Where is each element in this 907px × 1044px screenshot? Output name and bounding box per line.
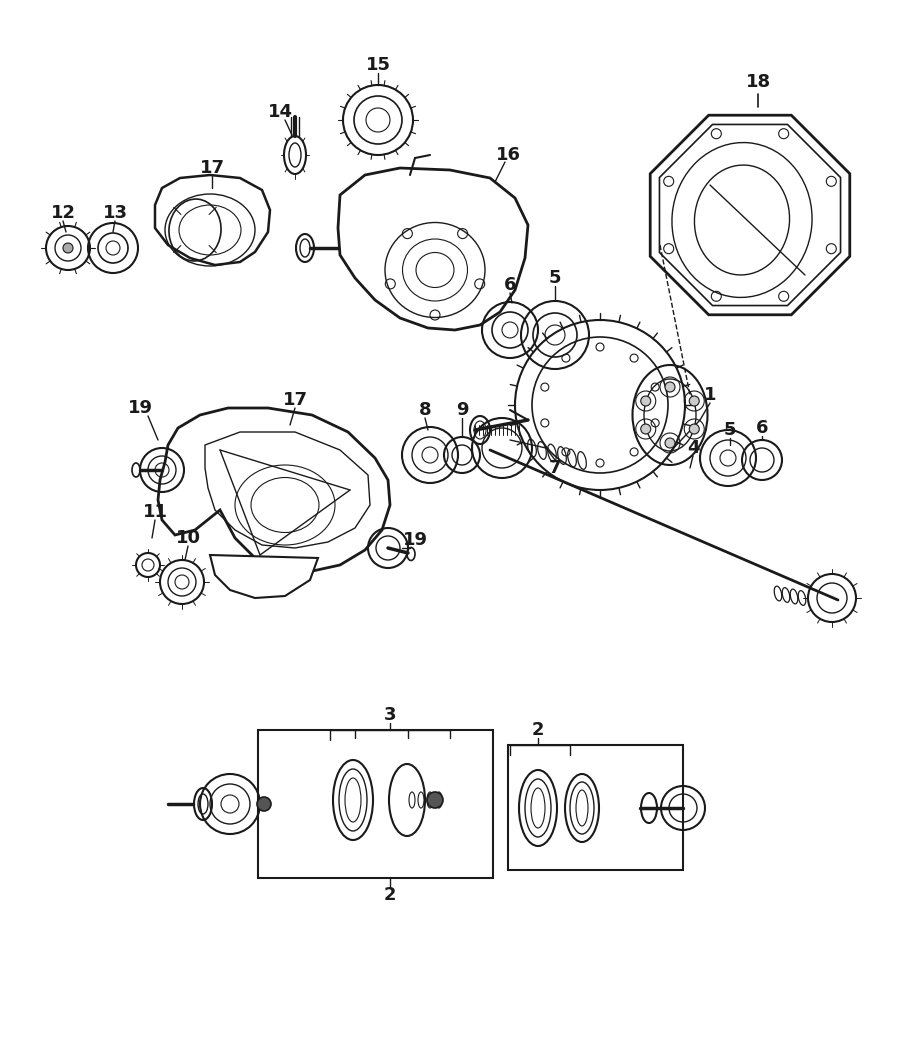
Text: 2: 2 <box>532 721 544 739</box>
Text: 3: 3 <box>384 706 396 723</box>
Bar <box>508 745 683 870</box>
Text: 12: 12 <box>51 204 75 222</box>
Polygon shape <box>155 175 270 265</box>
Text: 5: 5 <box>724 421 736 438</box>
Text: 17: 17 <box>282 392 307 409</box>
Text: 14: 14 <box>268 103 292 121</box>
Text: 13: 13 <box>102 204 128 222</box>
Text: 1: 1 <box>704 386 717 404</box>
Circle shape <box>665 438 675 448</box>
Polygon shape <box>650 115 850 315</box>
Polygon shape <box>338 168 528 330</box>
Bar <box>258 730 493 878</box>
Text: 9: 9 <box>455 401 468 419</box>
Circle shape <box>640 396 650 406</box>
Polygon shape <box>210 555 318 598</box>
Circle shape <box>427 792 443 808</box>
Circle shape <box>257 797 271 811</box>
Text: 6: 6 <box>756 419 768 437</box>
Text: 16: 16 <box>495 146 521 164</box>
Circle shape <box>665 382 675 392</box>
Circle shape <box>640 424 650 434</box>
Text: 10: 10 <box>175 529 200 547</box>
Text: 11: 11 <box>142 503 168 521</box>
Text: 6: 6 <box>503 276 516 294</box>
Text: 7: 7 <box>549 459 561 477</box>
Text: 8: 8 <box>419 401 432 419</box>
Text: 2: 2 <box>384 886 396 904</box>
Text: 15: 15 <box>366 56 391 74</box>
Text: 19: 19 <box>403 531 427 549</box>
Text: 17: 17 <box>200 159 225 177</box>
Text: 5: 5 <box>549 269 561 287</box>
Text: 18: 18 <box>746 73 771 91</box>
Circle shape <box>689 396 699 406</box>
Text: 19: 19 <box>128 399 152 417</box>
Text: 4: 4 <box>687 438 699 457</box>
Polygon shape <box>158 408 390 572</box>
Circle shape <box>63 243 73 253</box>
Circle shape <box>689 424 699 434</box>
